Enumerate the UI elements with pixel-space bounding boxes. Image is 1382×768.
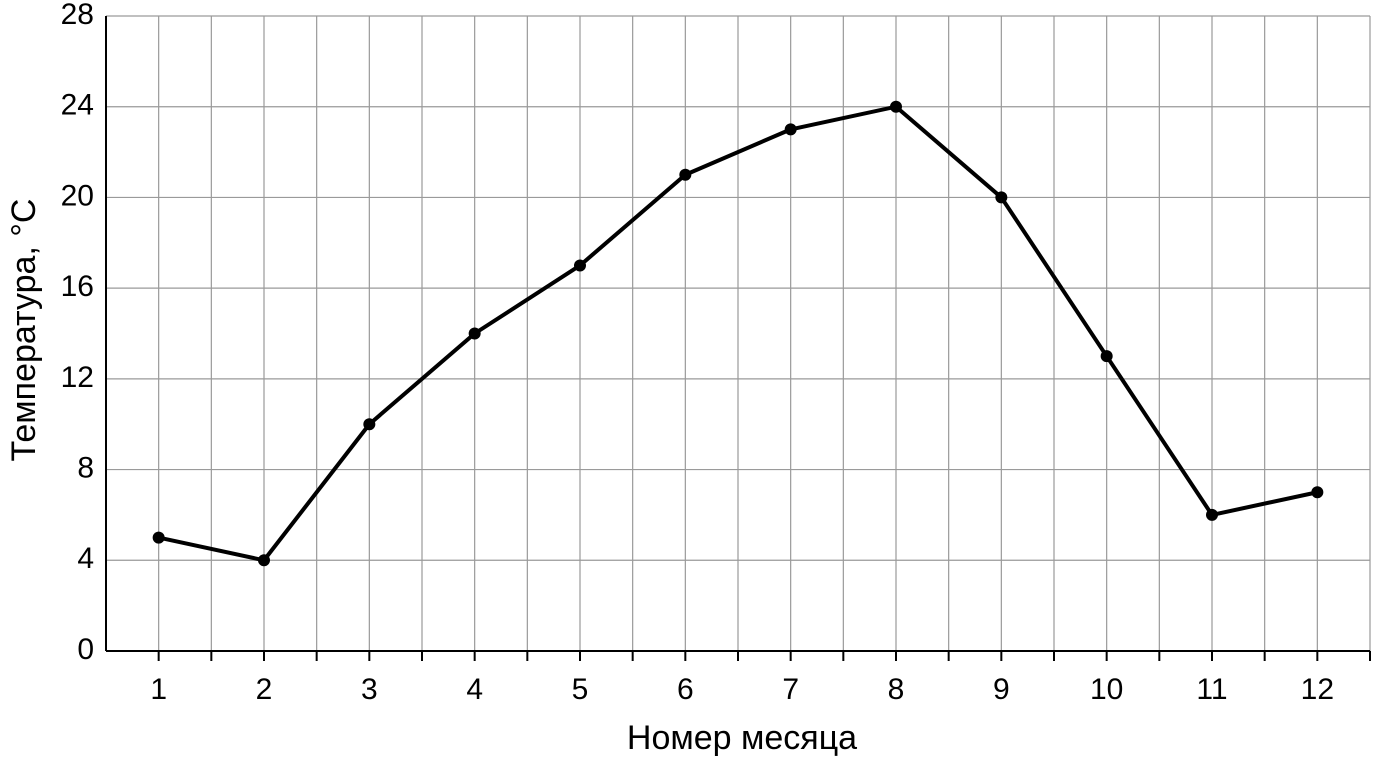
x-tick-label: 12 <box>1301 673 1334 706</box>
x-tick-label: 6 <box>677 673 694 706</box>
line <box>158 104 1318 563</box>
x-tick-label: 2 <box>256 673 273 706</box>
point <box>363 418 376 431</box>
x-tick-label: 8 <box>888 673 905 706</box>
y-axis-label: Температура, °C <box>5 199 43 462</box>
point <box>995 191 1008 204</box>
x-tick-label: 11 <box>1196 673 1227 706</box>
x-tick-label: 10 <box>1090 673 1123 706</box>
point <box>468 327 481 340</box>
x-tick-label: 7 <box>782 673 799 706</box>
point <box>1206 508 1218 521</box>
y-tick-label: 20 <box>61 179 94 212</box>
y-tick-label: 4 <box>77 542 94 575</box>
point <box>574 259 586 272</box>
x-tick-label: 9 <box>993 673 1010 706</box>
x-tick-label: 3 <box>361 673 378 706</box>
y-tick-label: 8 <box>77 451 94 484</box>
point <box>1100 350 1113 363</box>
x-axis-label: Номер месяца <box>627 719 857 757</box>
y-tick-label: 24 <box>61 89 94 122</box>
y-tick-label: 12 <box>61 361 94 394</box>
point <box>1311 486 1324 499</box>
y-tick-label: 16 <box>61 270 94 303</box>
point <box>784 123 797 136</box>
x-tick-label: 1 <box>150 673 167 706</box>
x-tick-label: 4 <box>466 673 483 706</box>
point <box>152 531 165 544</box>
x-tick-label: 5 <box>572 673 589 706</box>
point <box>679 168 692 181</box>
y-tick-label: 28 <box>61 0 94 31</box>
point <box>258 554 270 567</box>
y-tick-label: 0 <box>77 633 94 666</box>
point <box>890 100 902 113</box>
